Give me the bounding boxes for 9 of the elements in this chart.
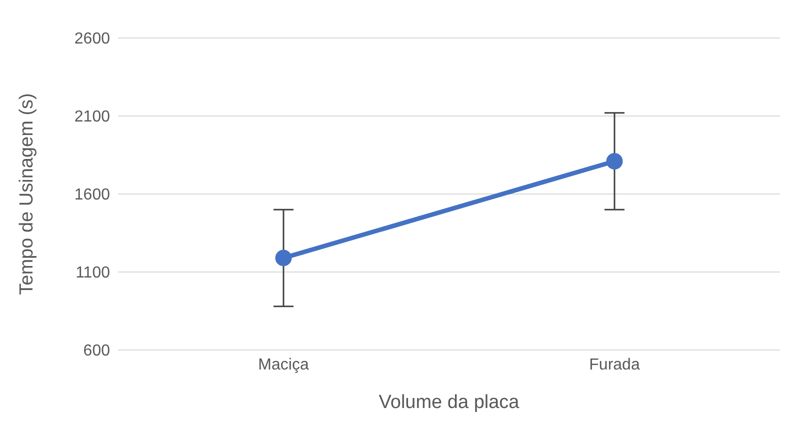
y-tick-label: 2600 (74, 30, 110, 48)
y-tick-label: 1100 (76, 264, 110, 282)
y-tick-label: 2100 (74, 108, 110, 126)
y-tick-label: 1600 (74, 186, 110, 204)
x-tick-label: Maciça (258, 356, 309, 374)
y-axis-title: Tempo de Usinagem (s) (16, 93, 38, 295)
x-tick-label: Furada (589, 356, 640, 374)
y-tick-label: 600 (83, 342, 110, 360)
x-axis-title: Volume da placa (378, 392, 520, 413)
